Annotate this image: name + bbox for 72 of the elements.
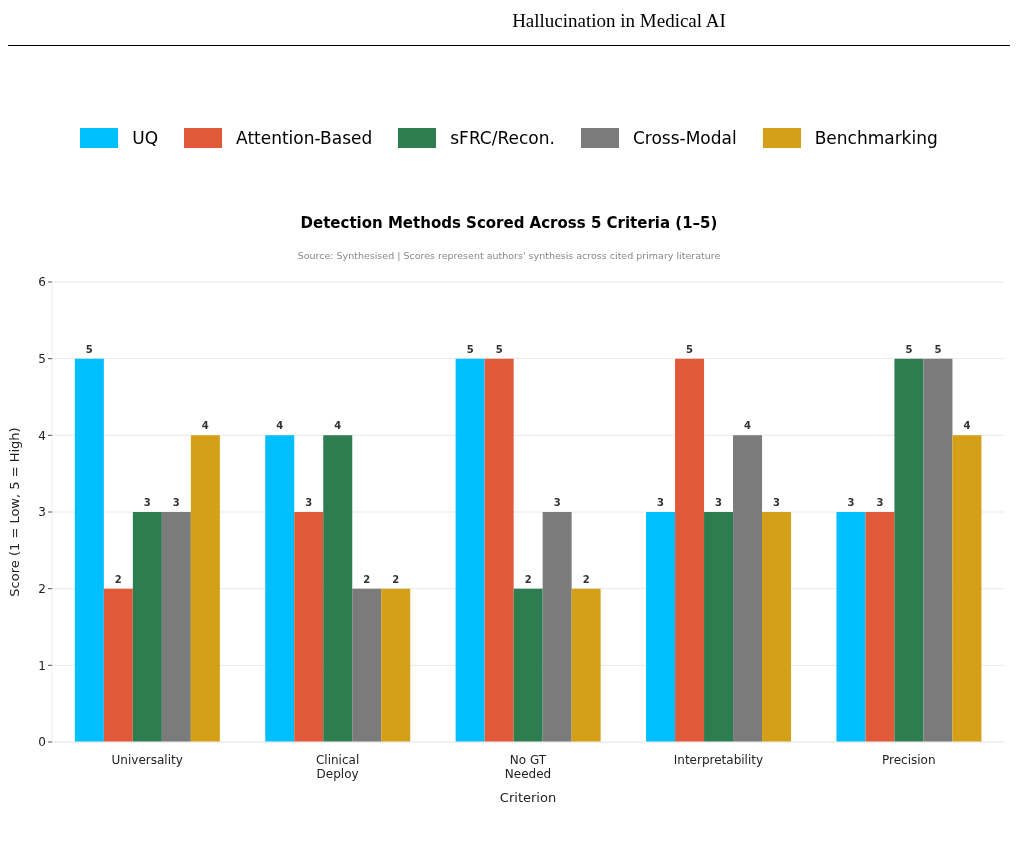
data-label: 5 [85, 343, 93, 355]
data-label: 2 [392, 573, 400, 585]
bar [294, 512, 324, 742]
x-tick-label: No GT Needed [504, 753, 552, 781]
y-axis-title: Score (1 = Low, 5 = High) [6, 427, 22, 597]
bar [571, 588, 601, 742]
y-tick-label: 0 [38, 735, 46, 750]
x-tick-label: Universality [111, 753, 183, 767]
chart-title: Detection Methods Scored Across 5 Criteria (1–5) [299, 214, 719, 232]
bar [894, 358, 924, 742]
bar [704, 512, 734, 742]
bar [161, 512, 191, 742]
bar [865, 512, 895, 742]
data-label: 4 [744, 420, 752, 432]
bar [103, 588, 133, 742]
data-label: 5 [495, 343, 503, 355]
y-tick-label: 4 [38, 428, 46, 443]
bar [646, 512, 676, 742]
data-label: 4 [334, 420, 342, 432]
data-label: 3 [553, 497, 561, 508]
legend-label: UQ [132, 128, 159, 148]
data-label: 5 [466, 343, 474, 355]
data-label: 3 [172, 497, 180, 508]
data-label: 3 [143, 497, 151, 508]
legend-label: Benchmarking [814, 128, 938, 148]
bar [513, 588, 543, 742]
bar [952, 435, 982, 742]
bar [762, 512, 792, 742]
data-label: 4 [201, 420, 209, 432]
bar [74, 358, 104, 742]
x-tick-label: Interpretability [673, 753, 764, 767]
data-label: 3 [715, 497, 723, 508]
bar [352, 588, 382, 742]
text: Hallucination in Medical AI [511, 10, 727, 32]
x-tick-label: Clinical Deploy [315, 753, 360, 781]
y-tick-label: 2 [38, 581, 46, 596]
y-tick-label: 3 [38, 505, 46, 520]
chart-subtitle: Source: Synthesised | Scores represent authors' synthesis across cited primary literature [296, 250, 722, 261]
data-label: 4 [963, 420, 971, 432]
x-axis-title: Criterion [499, 790, 557, 805]
legend-label: sFRC/Recon. [450, 128, 555, 148]
data-label: 3 [847, 497, 855, 508]
data-label: 5 [905, 343, 913, 355]
data-label: 2 [524, 573, 532, 585]
y-tick-label: 1 [38, 658, 46, 673]
data-label: 2 [582, 573, 590, 585]
data-label: 3 [876, 497, 884, 508]
data-label: 5 [934, 343, 942, 355]
bar [455, 358, 485, 742]
bar [190, 435, 220, 742]
data-label: 3 [773, 497, 781, 508]
bar [265, 435, 295, 742]
data-label: 4 [276, 420, 284, 432]
bar [675, 358, 705, 742]
bar [733, 435, 763, 742]
bar [132, 512, 162, 742]
legend-label: Attention-Based [236, 128, 373, 148]
bar [381, 588, 411, 742]
x-tick-label: Precision [882, 753, 936, 767]
y-tick-label: 5 [38, 351, 46, 366]
bar [923, 358, 953, 742]
y-tick-label: 6 [38, 275, 46, 290]
data-label: 3 [657, 497, 665, 508]
data-label: 2 [114, 573, 122, 585]
bar [323, 435, 353, 742]
bar [836, 512, 866, 742]
bar [542, 512, 572, 742]
data-label: 2 [363, 573, 371, 585]
data-label: 3 [305, 497, 313, 508]
legend-label: Cross-Modal [632, 128, 737, 148]
data-label: 5 [686, 343, 694, 355]
bar [484, 358, 514, 742]
